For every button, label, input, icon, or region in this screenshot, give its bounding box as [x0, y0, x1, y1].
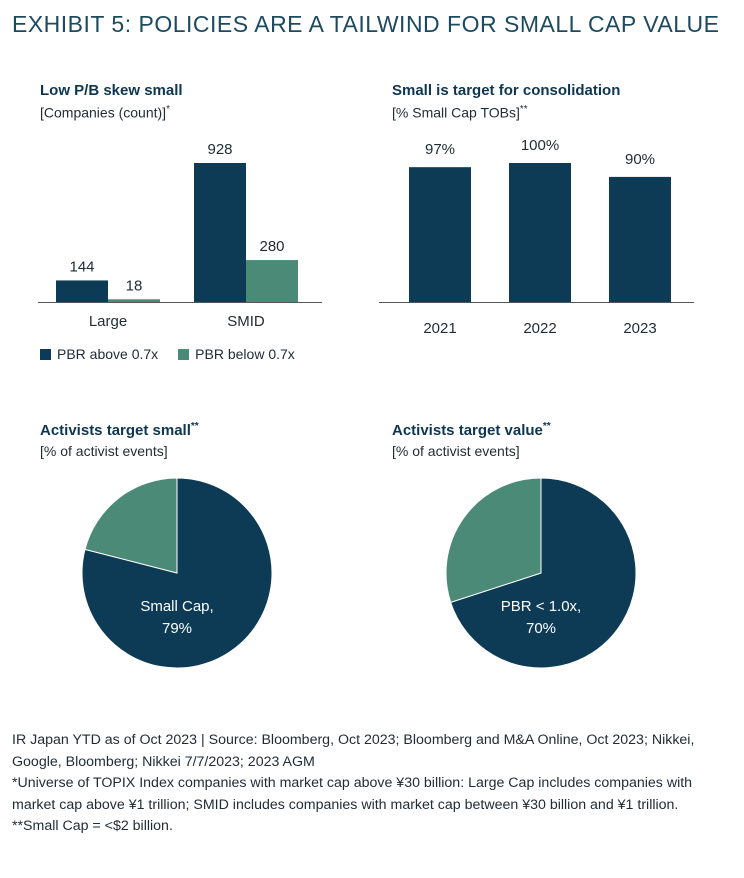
bar-value-label: 280 [259, 238, 284, 255]
chart1-bar-chart: 144 18 Large 928 280 SMID [38, 141, 322, 330]
chart3-title-marker: ** [190, 421, 199, 432]
bar-value-label: 100% [521, 137, 559, 154]
footnote-source: IR Japan YTD as of Oct 2023 | Source: Bl… [12, 732, 695, 770]
bar-value-label: 18 [126, 277, 143, 294]
small-cap-pie-slice-value: 79% [162, 620, 192, 637]
value-pie-slice-0 [450, 477, 637, 669]
bar-2021 [409, 167, 471, 302]
chart4-pie-chart: PBR < 1.0x, 70% [445, 477, 637, 669]
footnotes: IR Japan YTD as of Oct 2023 | Source: Bl… [12, 730, 734, 838]
legend-swatch-below [178, 348, 190, 360]
bar-value-label: 97% [425, 141, 455, 158]
small-cap-pie-slice-0 [81, 477, 273, 669]
x-tick-label: 2021 [423, 320, 456, 337]
chart2-subtitle-text: [% Small Cap TOBs] [392, 104, 520, 121]
chart4-subtitle: [% of activist events] [392, 443, 520, 459]
value-pie-slice-label: PBR < 1.0x, [501, 598, 581, 615]
bar-value-label: 90% [625, 151, 655, 168]
chart4-title-marker: ** [542, 421, 551, 432]
footnote-small-cap: **Small Cap = <$2 billion. [12, 818, 173, 834]
bar-smid-series1 [246, 260, 298, 302]
chart3-title-text: Activists target small [40, 422, 191, 439]
legend-label-below: PBR below 0.7x [195, 346, 295, 362]
chart4-title-text: Activists target value [392, 422, 543, 439]
bar-large-series0 [56, 280, 108, 302]
chart2-subtitle-marker: ** [519, 104, 528, 115]
chart3-pie-chart: Small Cap, 79% [81, 477, 273, 669]
legend-swatch-above [40, 348, 51, 360]
chart3-subtitle: [% of activist events] [40, 443, 168, 459]
chart1-title: Low P/B skew small [40, 82, 183, 99]
chart1-legend: PBR above 0.7x PBR below 0.7x [40, 346, 315, 362]
chart2-bar-chart: 97% 2021 100% 2022 90% 2023 [379, 137, 694, 337]
chart2-subtitle: [% Small Cap TOBs]** [392, 104, 528, 121]
footnote-universe: *Universe of TOPIX Index companies with … [12, 775, 693, 813]
chart4-title: Activists target value** [392, 421, 551, 439]
x-tick-label: Large [89, 313, 127, 330]
x-tick-label: SMID [227, 313, 265, 330]
bar-2022 [509, 163, 571, 302]
value-pie-slice-value: 70% [526, 620, 556, 637]
bar-smid-series0 [194, 163, 246, 302]
value-pie-slice-1 [445, 477, 542, 603]
legend-item-above: PBR above 0.7x [40, 346, 158, 362]
bar-value-label: 144 [69, 258, 94, 275]
bar-large-series1 [108, 299, 160, 302]
chart2-title: Small is target for consolidation [392, 82, 621, 99]
chart1-subtitle: [Companies (count)]* [40, 104, 170, 121]
chart1-subtitle-marker: * [166, 104, 170, 115]
exhibit-title: EXHIBIT 5: POLICIES ARE A TAILWIND FOR S… [12, 11, 720, 37]
legend-item-below: PBR below 0.7x [178, 346, 295, 362]
chart3-title: Activists target small** [40, 421, 199, 439]
bar-value-label: 928 [207, 141, 232, 158]
chart1-subtitle-text: [Companies (count)] [40, 104, 167, 121]
x-tick-label: 2023 [623, 320, 656, 337]
bar-2023 [609, 176, 671, 302]
legend-label-above: PBR above 0.7x [57, 346, 159, 362]
small-cap-pie-slice-label: Small Cap, [140, 598, 213, 615]
small-cap-pie-slice-1 [84, 477, 178, 574]
x-tick-label: 2022 [523, 320, 556, 337]
